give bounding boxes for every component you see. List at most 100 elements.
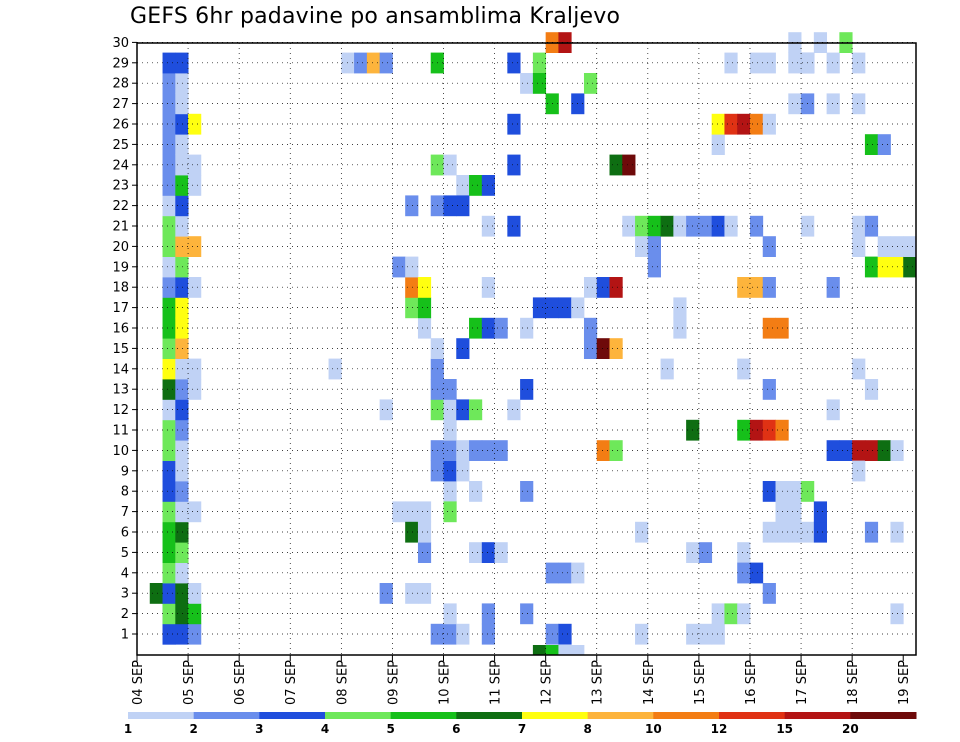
heatmap-cell bbox=[826, 277, 840, 298]
heatmap-cell bbox=[149, 583, 163, 604]
heatmap-cell bbox=[162, 399, 176, 421]
heatmap-cell bbox=[749, 113, 764, 135]
y-tick-label: 5 bbox=[121, 546, 129, 561]
heatmap-cell bbox=[175, 460, 189, 482]
heatmap-cell bbox=[749, 52, 764, 74]
heatmap-cell bbox=[507, 154, 521, 176]
heatmap-cell bbox=[175, 562, 189, 584]
heatmap-cell bbox=[609, 338, 623, 359]
heatmap-cell bbox=[532, 52, 547, 74]
heatmap-cell bbox=[162, 481, 176, 502]
heatmap-cell bbox=[175, 195, 189, 217]
heatmap-cell bbox=[596, 440, 610, 461]
heatmap-cell bbox=[443, 603, 457, 625]
heatmap-cell bbox=[162, 583, 176, 604]
heatmap-cell bbox=[175, 215, 189, 237]
heatmap-cell bbox=[417, 297, 432, 319]
heatmap-cell bbox=[788, 52, 802, 74]
heatmap-cell bbox=[520, 317, 534, 339]
x-tick-label: 16 SEP bbox=[744, 660, 759, 705]
heatmap-cell bbox=[417, 542, 432, 563]
heatmap-cell bbox=[481, 603, 495, 625]
heatmap-cell bbox=[635, 521, 649, 543]
cells-layer bbox=[149, 32, 917, 656]
heatmap-cell bbox=[532, 645, 547, 656]
heatmap-cell bbox=[162, 521, 176, 543]
heatmap-cell bbox=[443, 195, 457, 217]
heatmap-cell bbox=[635, 236, 649, 257]
y-tick-label: 9 bbox=[121, 464, 129, 479]
heatmap-cell bbox=[558, 623, 572, 645]
heatmap-cell bbox=[583, 338, 598, 359]
heatmap-cell bbox=[507, 399, 521, 421]
heatmap-cell bbox=[749, 277, 764, 298]
heatmap-cell bbox=[162, 379, 176, 400]
heatmap-cell bbox=[175, 52, 189, 74]
heatmap-cell bbox=[852, 460, 866, 482]
heatmap-cell bbox=[417, 277, 432, 298]
heatmap-cell bbox=[788, 521, 802, 543]
heatmap-cell bbox=[596, 338, 610, 359]
colorbar-legend: 1 2 3 4 5 6 7 8 10 12 15 20 bbox=[124, 712, 917, 736]
heatmap-cell bbox=[762, 52, 776, 74]
heatmap-cell bbox=[162, 440, 176, 461]
heatmap-cell bbox=[188, 501, 202, 523]
x-tick-label: 08 SEP bbox=[335, 660, 350, 705]
heatmap-cell bbox=[494, 317, 508, 339]
y-tick-label: 11 bbox=[112, 424, 129, 439]
x-tick-label: 07 SEP bbox=[284, 660, 299, 705]
heatmap-cell bbox=[175, 603, 189, 625]
heatmap-cell bbox=[188, 603, 202, 625]
heatmap-cell bbox=[188, 236, 202, 257]
heatmap-cell bbox=[162, 317, 176, 339]
heatmap-cell bbox=[826, 52, 840, 74]
heatmap-cell bbox=[469, 440, 483, 461]
grid-layer bbox=[137, 42, 916, 655]
heatmap-cell bbox=[175, 113, 189, 135]
heatmap-cell bbox=[826, 440, 840, 461]
y-tick-label: 12 bbox=[112, 403, 129, 418]
heatmap-cell bbox=[864, 440, 879, 461]
heatmap-cell bbox=[826, 93, 840, 115]
y-tick-label: 25 bbox=[112, 138, 129, 153]
heatmap-cell bbox=[698, 542, 713, 563]
heatmap-cell bbox=[162, 542, 176, 563]
heatmap-cell bbox=[162, 419, 176, 441]
colorbar-swatch bbox=[719, 712, 786, 719]
heatmap-cell bbox=[852, 52, 866, 74]
y-tick-label: 19 bbox=[112, 260, 129, 275]
heatmap-cell bbox=[737, 542, 751, 563]
heatmap-cell bbox=[864, 521, 879, 543]
colorbar-swatch bbox=[193, 712, 260, 719]
heatmap-cell bbox=[175, 338, 189, 359]
y-tick-label: 18 bbox=[112, 281, 129, 296]
heatmap-cell bbox=[673, 297, 687, 319]
heatmap-cell bbox=[443, 399, 457, 421]
y-tick-label: 4 bbox=[121, 566, 129, 581]
heatmap-cell bbox=[392, 256, 406, 278]
heatmap-cell bbox=[558, 562, 572, 584]
heatmap-cell bbox=[175, 93, 189, 115]
heatmap-cell bbox=[852, 440, 866, 461]
heatmap-cell bbox=[405, 297, 419, 319]
heatmap-cell bbox=[175, 501, 189, 523]
heatmap-cell bbox=[175, 481, 189, 502]
y-tick-label: 1 bbox=[121, 628, 129, 643]
heatmap-cell bbox=[852, 236, 866, 257]
colorbar-label: 7 bbox=[518, 722, 526, 736]
x-tick-label: 11 SEP bbox=[489, 660, 504, 705]
heatmap-cell bbox=[647, 256, 661, 278]
heatmap-cell bbox=[507, 215, 521, 237]
heatmap-cell bbox=[673, 215, 687, 237]
y-tick-label: 16 bbox=[112, 322, 129, 337]
heatmap-cell bbox=[379, 583, 393, 604]
colorbar-swatch bbox=[653, 712, 720, 719]
x-tick-label: 17 SEP bbox=[795, 660, 810, 705]
y-tick-label: 23 bbox=[112, 179, 129, 194]
heatmap-cell bbox=[558, 645, 572, 656]
heatmap-cell bbox=[469, 542, 483, 563]
heatmap-cell bbox=[737, 562, 751, 584]
heatmap-cell bbox=[571, 645, 585, 656]
colorbar-label: 20 bbox=[842, 722, 859, 736]
heatmap-cell bbox=[762, 236, 776, 257]
